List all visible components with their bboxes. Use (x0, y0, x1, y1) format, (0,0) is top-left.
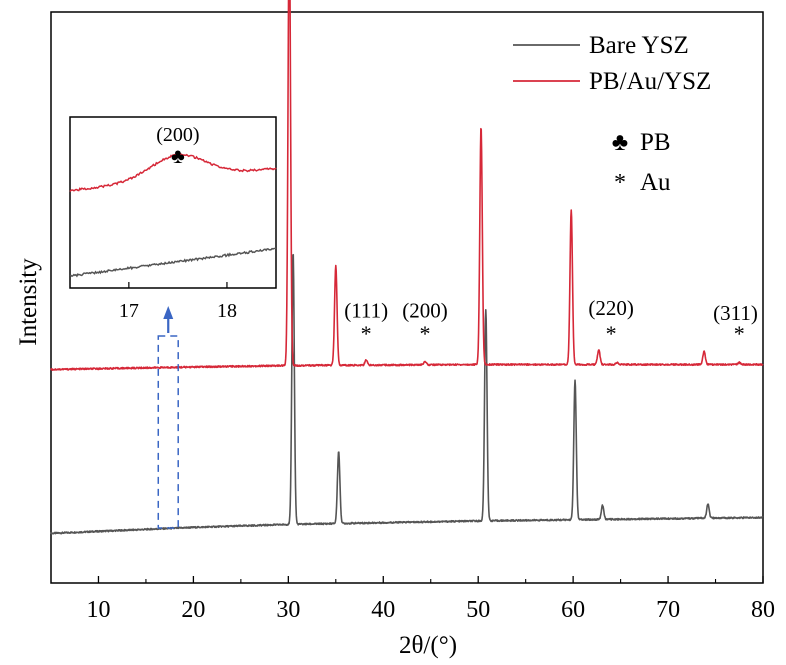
inset-peak-label: (200) (156, 124, 199, 146)
legend: Bare YSZ PB/Au/YSZ (513, 32, 711, 95)
x-tick-label: 10 (86, 597, 110, 623)
symbol-legend: ♣ PB * Au (612, 129, 671, 196)
axes: 10 20 30 40 50 60 70 80 2θ/(°) Intensity (15, 11, 775, 659)
inset-frame (69, 116, 277, 289)
x-tick-label: 40 (371, 597, 395, 623)
symbol-legend-label: Au (640, 169, 671, 196)
inset-x-tick-label: 18 (217, 300, 237, 322)
inset-pb-marker: ♣ (171, 144, 185, 168)
inset-chart: 17 18 (200)♣ (69, 116, 277, 322)
au-peak-marker: * (361, 321, 372, 346)
peak-label: (220) (588, 296, 634, 320)
peak-label: (200) (402, 298, 448, 322)
au-peak-marker: * (606, 321, 617, 346)
peak-label: (311) (713, 301, 758, 325)
x-tick-label: 50 (466, 597, 490, 623)
inset-series-line (69, 247, 277, 278)
peak-label: (111) (344, 298, 388, 322)
dashed-region-box (157, 335, 179, 529)
peak-annotations: (111) (200) (220) (311)* * * * (344, 296, 758, 346)
plot-frame (50, 11, 764, 584)
legend-label: Bare YSZ (589, 32, 689, 59)
arrow-head (163, 306, 174, 319)
inset-series-line (69, 152, 277, 193)
y-axis-label: Intensity (15, 258, 42, 346)
symbol-legend-marker: * (614, 170, 626, 196)
highlight-region (157, 306, 179, 529)
legend-label: PB/Au/YSZ (589, 68, 711, 95)
x-tick-label: 30 (276, 597, 300, 623)
x-tick-label: 80 (751, 597, 775, 623)
inset-x-tick-label: 17 (119, 300, 139, 322)
au-peak-marker: * (734, 321, 745, 346)
x-tick-label: 60 (561, 597, 585, 623)
au-peak-marker: * (420, 321, 431, 346)
x-axis-label: 2θ/(°) (399, 632, 457, 659)
x-tick-label: 20 (181, 597, 205, 623)
x-tick-label: 70 (656, 597, 680, 623)
symbol-legend-label: PB (640, 129, 671, 156)
series-line-pb-au-ysz (50, 0, 764, 371)
symbol-legend-marker: ♣ (612, 129, 628, 156)
